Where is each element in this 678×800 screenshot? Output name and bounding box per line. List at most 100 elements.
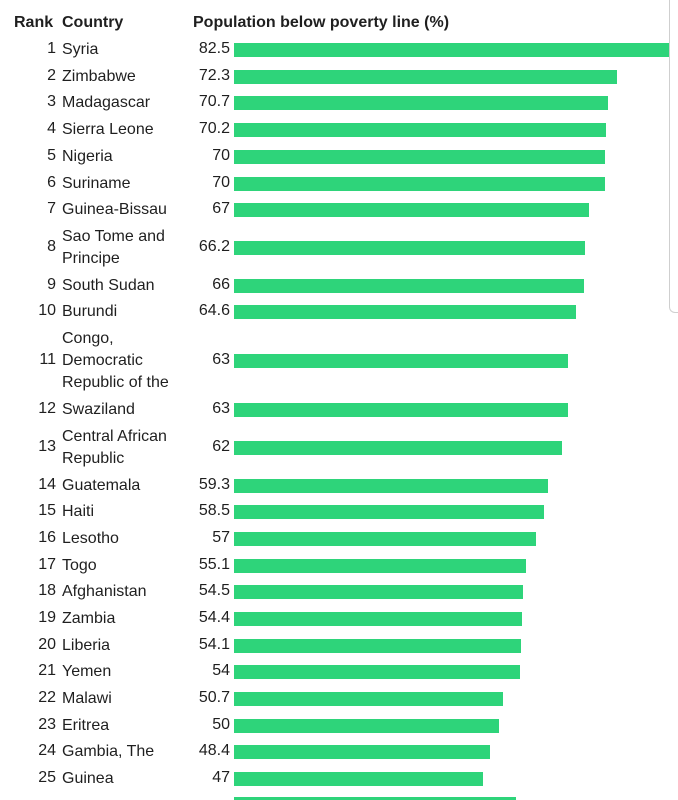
- rank-label: 6: [47, 174, 56, 191]
- rank-label: 7: [47, 200, 56, 217]
- rank-label: 5: [47, 147, 56, 164]
- bar: [234, 692, 503, 706]
- country-label: Central African Republic: [62, 428, 167, 467]
- rank-column-header: Rank: [14, 14, 54, 31]
- value-label: 48.4: [198, 742, 230, 759]
- rank-label: 13: [38, 438, 56, 455]
- country-label: Gambia, The: [62, 743, 155, 760]
- value-label: 54.4: [198, 609, 230, 626]
- rank-label: 11: [39, 351, 56, 368]
- value-label: 70.2: [198, 120, 230, 137]
- country-label: Guinea-Bissau: [62, 201, 167, 218]
- bar: [234, 532, 536, 546]
- bar: [234, 559, 526, 573]
- rank-label: 2: [47, 67, 56, 84]
- country-label: Haiti: [62, 503, 95, 520]
- rank-label: 12: [38, 400, 56, 417]
- value-label: 58.5: [198, 502, 230, 519]
- country-label: Malawi: [62, 690, 112, 707]
- value-label: 66: [212, 276, 230, 293]
- rank-label: 18: [38, 582, 56, 599]
- value-label: 57: [212, 529, 230, 546]
- rank-label: 9: [47, 276, 56, 293]
- country-label: Togo: [62, 557, 97, 574]
- metric-column-header: Population below poverty line (%): [193, 14, 450, 31]
- bar: [234, 177, 605, 191]
- bar: [234, 43, 671, 57]
- bar: [234, 203, 589, 217]
- partial-next-bar: [234, 797, 516, 800]
- value-label: 70: [212, 147, 230, 164]
- scrollbar-edge: [669, 0, 678, 313]
- bar: [234, 150, 605, 164]
- country-label: Afghanistan: [62, 583, 147, 600]
- rank-label: 24: [38, 742, 56, 759]
- value-label: 72.3: [198, 67, 230, 84]
- rank-label: 3: [47, 93, 56, 110]
- bar: [234, 354, 568, 368]
- rank-label: 1: [47, 40, 56, 57]
- value-label: 63: [212, 351, 230, 368]
- country-label: Guinea: [62, 770, 114, 787]
- country-label: Sao Tome and Principe: [62, 228, 165, 267]
- country-label: Yemen: [62, 663, 112, 680]
- value-label: 47: [212, 769, 230, 786]
- country-label: Eritrea: [62, 717, 110, 734]
- value-label: 82.5: [198, 40, 230, 57]
- rank-label: 22: [38, 689, 56, 706]
- value-label: 50: [212, 716, 230, 733]
- rank-label: 23: [38, 716, 56, 733]
- value-label: 63: [212, 400, 230, 417]
- country-label: Guatemala: [62, 477, 141, 494]
- value-label: 54.1: [198, 636, 230, 653]
- country-label: Swaziland: [62, 401, 135, 418]
- value-label: 64.6: [198, 302, 230, 319]
- value-label: 54: [212, 662, 230, 679]
- value-label: 54.5: [198, 582, 230, 599]
- country-label: Burundi: [62, 303, 118, 320]
- rank-label: 10: [38, 302, 56, 319]
- country-label: Madagascar: [62, 94, 151, 111]
- country-label: Sierra Leone: [62, 121, 154, 138]
- bar: [234, 96, 608, 110]
- bar: [234, 505, 544, 519]
- bar: [234, 403, 568, 417]
- value-label: 70: [212, 174, 230, 191]
- rank-label: 17: [38, 556, 56, 573]
- country-label: Nigeria: [62, 148, 113, 165]
- bar: [234, 279, 584, 293]
- rank-label: 8: [47, 238, 56, 255]
- value-label: 66.2: [198, 238, 230, 255]
- bar: [234, 441, 562, 455]
- rank-label: 25: [38, 769, 56, 786]
- value-label: 67: [212, 200, 230, 217]
- bar: [234, 479, 548, 493]
- country-label: Suriname: [62, 175, 131, 192]
- bar: [234, 585, 523, 599]
- bar: [234, 772, 483, 786]
- rank-label: 15: [38, 502, 56, 519]
- bar: [234, 719, 499, 733]
- rank-label: 20: [38, 636, 56, 653]
- country-label: Lesotho: [62, 530, 119, 547]
- rank-label: 16: [38, 529, 56, 546]
- rank-label: 21: [38, 662, 56, 679]
- bar: [234, 241, 585, 255]
- country-label: Zambia: [62, 610, 116, 627]
- bar: [234, 745, 490, 759]
- country-label: Syria: [62, 41, 99, 58]
- country-label: Congo, Democratic Republic of the: [62, 330, 169, 391]
- value-label: 50.7: [198, 689, 230, 706]
- bar: [234, 305, 576, 319]
- bar: [234, 70, 617, 84]
- country-label: South Sudan: [62, 277, 155, 294]
- bar: [234, 665, 520, 679]
- bar: [234, 639, 521, 653]
- value-label: 62: [212, 438, 230, 455]
- country-label: Liberia: [62, 637, 111, 654]
- value-label: 70.7: [198, 93, 230, 110]
- value-label: 55.1: [198, 556, 230, 573]
- table-header: Rank Country Population below poverty li…: [0, 14, 678, 36]
- value-label: 59.3: [198, 476, 230, 493]
